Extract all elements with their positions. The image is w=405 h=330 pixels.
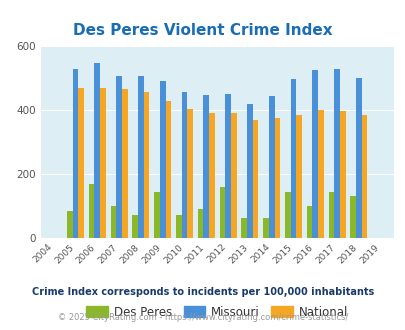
Bar	[219, 186, 225, 238]
Bar	[100, 88, 106, 238]
Bar	[284, 192, 290, 238]
Bar	[339, 111, 345, 238]
Bar	[187, 109, 192, 238]
Bar	[247, 104, 252, 238]
Bar	[143, 92, 149, 238]
Bar	[328, 192, 333, 238]
Bar	[262, 218, 268, 238]
Bar	[225, 94, 230, 238]
Bar	[138, 76, 143, 238]
Bar	[203, 95, 209, 238]
Bar	[197, 209, 203, 238]
Bar	[268, 96, 274, 238]
Bar	[94, 63, 100, 238]
Bar	[72, 69, 78, 238]
Text: Crime Index corresponds to incidents per 100,000 inhabitants: Crime Index corresponds to incidents per…	[32, 287, 373, 297]
Bar	[209, 113, 214, 238]
Bar	[306, 206, 312, 238]
Bar	[160, 81, 165, 238]
Bar	[361, 115, 367, 238]
Legend: Des Peres, Missouri, National: Des Peres, Missouri, National	[81, 301, 352, 323]
Bar	[110, 206, 116, 238]
Bar	[67, 212, 72, 238]
Bar	[122, 89, 127, 238]
Bar	[132, 214, 138, 238]
Bar	[296, 115, 301, 238]
Bar	[230, 113, 236, 238]
Bar	[355, 78, 361, 238]
Bar	[154, 192, 160, 238]
Bar	[165, 101, 171, 238]
Text: Des Peres Violent Crime Index: Des Peres Violent Crime Index	[73, 23, 332, 38]
Bar	[312, 70, 318, 238]
Bar	[252, 120, 258, 238]
Bar	[350, 196, 355, 238]
Bar	[176, 214, 181, 238]
Bar	[333, 69, 339, 238]
Bar	[274, 118, 279, 238]
Bar	[181, 92, 187, 238]
Bar	[241, 218, 247, 238]
Text: © 2025 CityRating.com - https://www.cityrating.com/crime-statistics/: © 2025 CityRating.com - https://www.city…	[58, 313, 347, 322]
Bar	[78, 88, 84, 238]
Bar	[290, 79, 296, 238]
Bar	[318, 110, 323, 238]
Bar	[89, 184, 94, 238]
Bar	[116, 76, 121, 238]
